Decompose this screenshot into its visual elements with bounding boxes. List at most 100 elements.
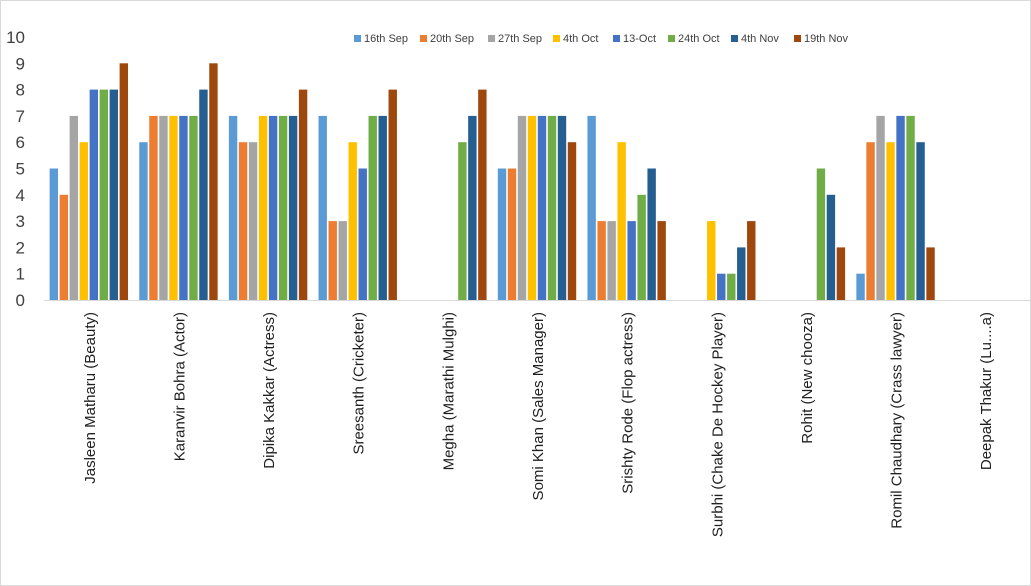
bar (388, 89, 397, 300)
bar (747, 221, 756, 300)
bar (238, 142, 248, 300)
bar (497, 168, 507, 300)
bar (199, 89, 208, 300)
bar (627, 221, 636, 300)
bar (209, 63, 218, 300)
y-tick-label: 6 (16, 133, 25, 152)
bar (537, 115, 547, 301)
bar (59, 194, 69, 300)
legend-swatch (668, 35, 675, 42)
bar (159, 115, 168, 301)
bar (647, 168, 656, 300)
y-tick-label: 0 (16, 291, 25, 310)
bar (727, 273, 736, 300)
bar (458, 142, 467, 300)
bar (906, 115, 915, 301)
y-tick-label: 7 (16, 107, 25, 126)
legend-label: 19th Nov (804, 33, 849, 45)
bar (826, 194, 836, 300)
bar (567, 142, 577, 300)
bar (69, 115, 79, 301)
y-tick-label: 2 (16, 238, 25, 257)
bar (478, 89, 487, 300)
legend-swatch (553, 35, 560, 42)
legend-label: 4th Oct (563, 33, 598, 45)
bar (119, 63, 129, 300)
bar (248, 142, 258, 300)
y-tick-label: 3 (16, 212, 25, 231)
bar (597, 221, 606, 300)
bar (557, 115, 567, 301)
legend-label: 13-Oct (623, 33, 656, 45)
bar (856, 273, 865, 300)
legend-label: 16th Sep (364, 33, 408, 45)
bar (707, 221, 716, 300)
bar (179, 115, 188, 301)
bar (328, 221, 337, 300)
bar (547, 115, 557, 301)
category-label: Romil Chaudhary (Crass lawyer) (889, 312, 906, 529)
category-label: Surbhi (Chake De Hockey Player) (709, 312, 726, 537)
bar (288, 115, 298, 301)
legend-swatch (613, 35, 620, 42)
bar (348, 142, 357, 300)
bar (139, 142, 148, 300)
legend-label: 20th Sep (430, 33, 474, 45)
legend-swatch (731, 35, 738, 42)
bar (358, 168, 367, 300)
legend-swatch (354, 35, 361, 42)
y-tick-label: 8 (16, 81, 25, 100)
legend-swatch (420, 35, 427, 42)
bar (607, 221, 616, 300)
bar (517, 115, 527, 301)
legend-swatch (488, 35, 495, 42)
y-tick-label: 1 (16, 265, 25, 284)
category-label: Somi Khan (Sales Manager) (530, 312, 547, 500)
bar (816, 168, 826, 300)
bar (169, 115, 178, 301)
bar (617, 142, 626, 300)
bar (896, 115, 905, 301)
bar (737, 247, 746, 300)
bar (258, 115, 268, 301)
bar (368, 115, 377, 301)
bar (89, 89, 99, 300)
bar (149, 115, 158, 301)
bar (836, 247, 846, 300)
category-label: Srishty Rode (Flop actress) (620, 312, 637, 494)
bar (278, 115, 288, 301)
legend-label: 24th Oct (678, 33, 720, 45)
bar (298, 89, 308, 300)
bar (99, 89, 109, 300)
bar (886, 142, 895, 300)
legend-label: 4th Nov (741, 33, 779, 45)
bar (268, 115, 278, 301)
y-tick-label: 10 (6, 28, 25, 47)
y-tick-label: 4 (16, 186, 25, 205)
bar (637, 194, 646, 300)
bar (507, 168, 517, 300)
bar (49, 168, 59, 300)
bar (657, 221, 666, 300)
legend-swatch (794, 35, 801, 42)
y-tick-label: 9 (16, 54, 25, 73)
bar (876, 115, 885, 301)
bar (717, 273, 726, 300)
category-label: Deepak Thakur (Lu....a) (978, 312, 995, 470)
bar (228, 115, 238, 301)
bar (866, 142, 875, 300)
legend-label: 27th Sep (498, 33, 542, 45)
category-label: Sreesanth (Cricketer) (351, 312, 368, 455)
bar (109, 89, 119, 300)
bar (378, 115, 387, 301)
y-tick-label: 5 (16, 160, 25, 179)
bar (916, 142, 925, 300)
category-label: Rohit (New chooza) (799, 312, 816, 444)
category-label: Dipika Kakkar (Actress) (261, 312, 278, 469)
category-label: Jasleen Matharu (Beauty) (82, 312, 99, 484)
bar (79, 142, 89, 300)
bar (318, 115, 327, 301)
bar (468, 115, 477, 301)
